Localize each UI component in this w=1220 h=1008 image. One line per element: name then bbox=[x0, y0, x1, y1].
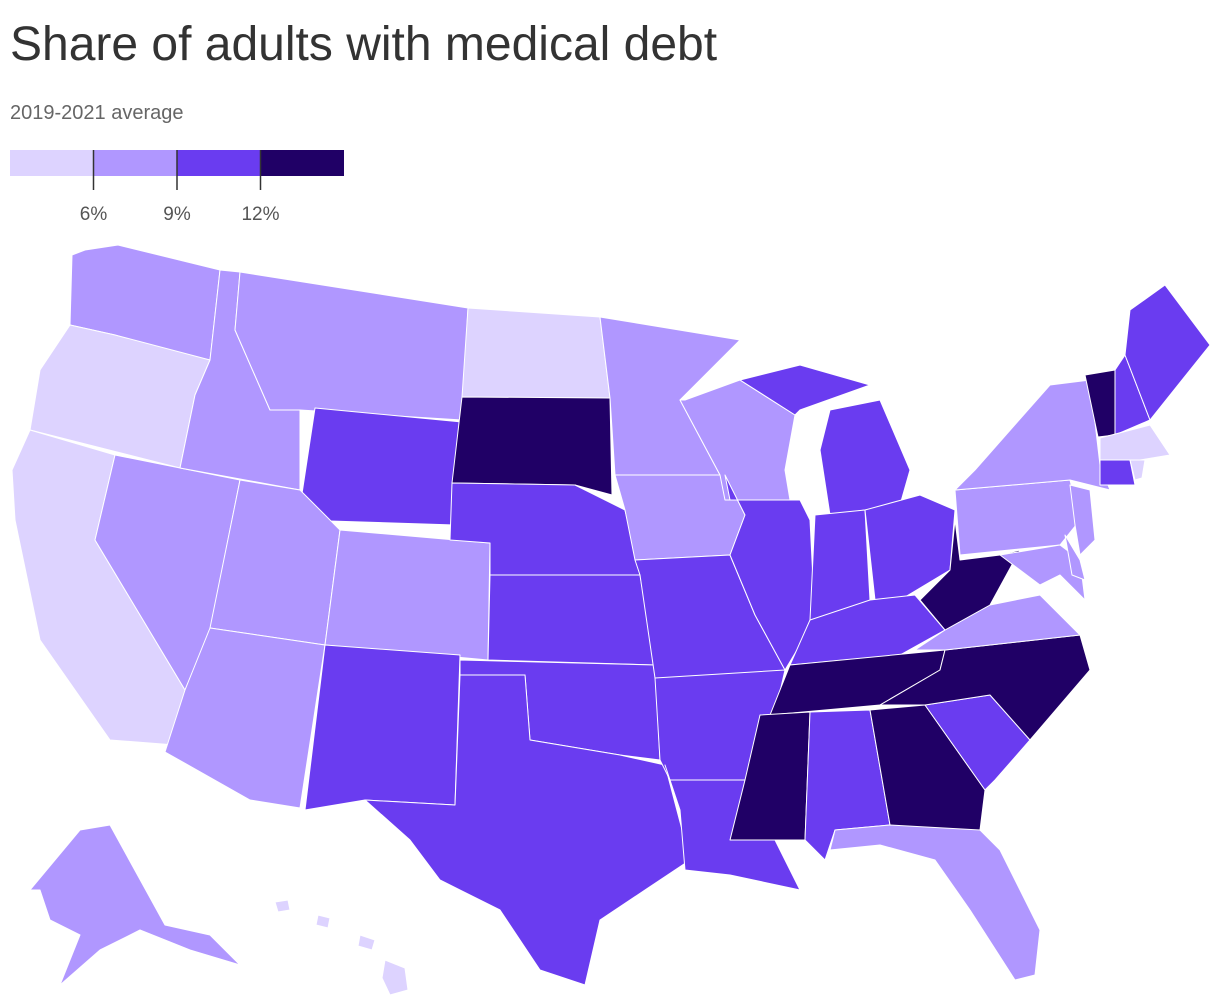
state bbox=[234, 271, 469, 421]
state bbox=[461, 307, 611, 399]
state bbox=[1129, 459, 1146, 481]
state bbox=[297, 407, 463, 526]
legend-swatch bbox=[93, 150, 177, 176]
state bbox=[919, 519, 1021, 631]
legend: 6% 9% 12% bbox=[10, 150, 344, 225]
state bbox=[1069, 484, 1096, 556]
legend-tick-label: 12% bbox=[241, 204, 279, 225]
state bbox=[487, 574, 656, 666]
state bbox=[29, 824, 241, 986]
state bbox=[274, 899, 409, 996]
state bbox=[364, 674, 691, 986]
chart-subtitle: 2019-2021 average bbox=[10, 102, 183, 124]
state bbox=[451, 396, 613, 496]
state bbox=[1099, 424, 1171, 461]
state bbox=[879, 634, 1091, 741]
state bbox=[954, 379, 1111, 491]
state bbox=[829, 824, 1041, 981]
legend-swatch bbox=[260, 150, 344, 176]
legend-tick-label: 9% bbox=[163, 204, 191, 225]
state bbox=[304, 644, 461, 811]
state bbox=[1064, 534, 1086, 581]
legend-tick-label: 6% bbox=[80, 204, 108, 225]
state bbox=[954, 479, 1081, 556]
state bbox=[724, 474, 816, 671]
legend-swatch bbox=[177, 150, 261, 176]
state bbox=[914, 594, 1081, 651]
chart-title: Share of adults with medical debt bbox=[10, 18, 717, 71]
state bbox=[1099, 459, 1136, 486]
legend-swatch bbox=[10, 150, 94, 176]
state bbox=[999, 544, 1086, 601]
state bbox=[1124, 284, 1211, 421]
state bbox=[324, 529, 491, 661]
states bbox=[11, 244, 1211, 996]
